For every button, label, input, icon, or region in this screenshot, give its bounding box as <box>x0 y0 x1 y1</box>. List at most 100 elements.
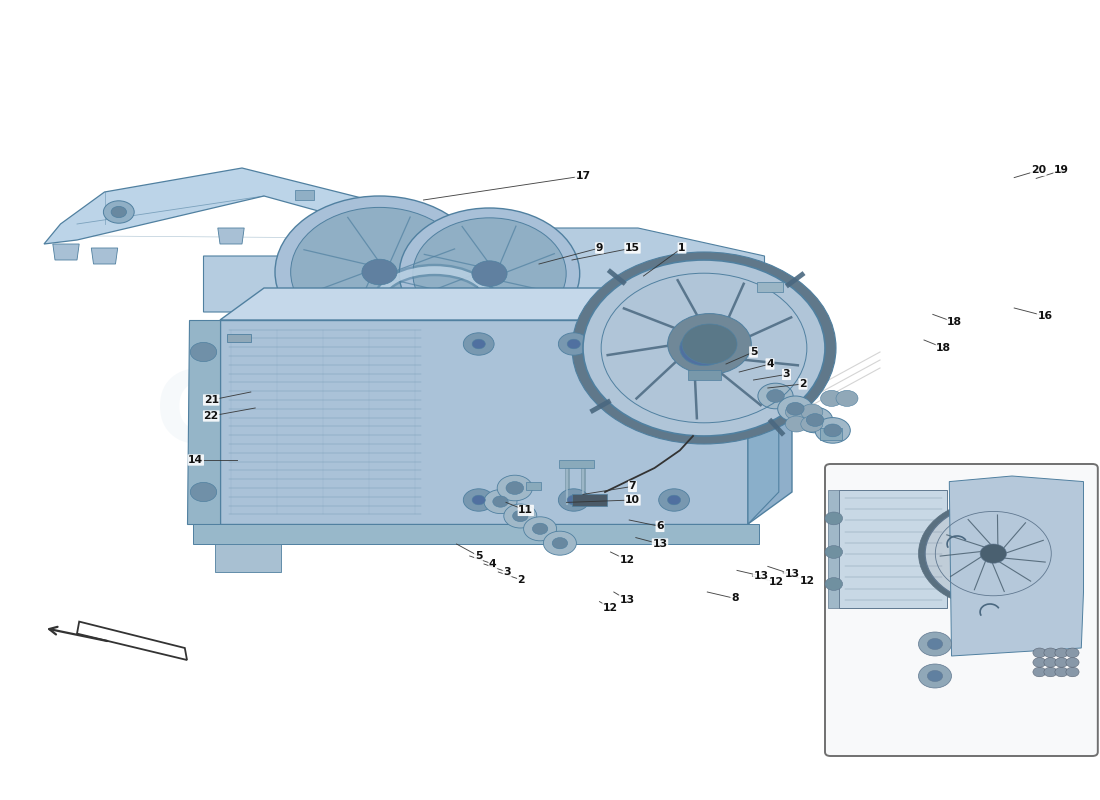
Circle shape <box>412 218 566 330</box>
Text: 12: 12 <box>800 576 815 586</box>
Polygon shape <box>839 490 947 608</box>
Text: 2: 2 <box>518 575 525 585</box>
Polygon shape <box>688 370 720 380</box>
Circle shape <box>1066 667 1079 677</box>
Circle shape <box>815 418 850 443</box>
Circle shape <box>836 390 858 406</box>
Polygon shape <box>187 320 220 524</box>
Text: 5: 5 <box>475 551 482 561</box>
Circle shape <box>111 206 126 218</box>
Circle shape <box>668 495 681 505</box>
Circle shape <box>785 416 807 432</box>
Circle shape <box>504 504 537 528</box>
Circle shape <box>463 489 494 511</box>
Circle shape <box>484 490 517 514</box>
Text: 17: 17 <box>575 171 591 181</box>
Polygon shape <box>748 288 779 524</box>
Polygon shape <box>748 288 792 524</box>
Text: 18: 18 <box>936 343 952 353</box>
Circle shape <box>659 489 690 511</box>
Polygon shape <box>572 494 607 506</box>
Text: 18: 18 <box>947 318 962 327</box>
Circle shape <box>543 531 576 555</box>
Circle shape <box>559 489 590 511</box>
Text: 8: 8 <box>732 594 738 603</box>
Text: 1: 1 <box>679 243 685 253</box>
Circle shape <box>275 196 484 348</box>
Text: 20: 20 <box>1031 166 1046 175</box>
Circle shape <box>1066 658 1079 667</box>
Polygon shape <box>192 524 759 544</box>
Text: 2: 2 <box>800 379 806 389</box>
Text: 10: 10 <box>625 495 640 505</box>
Circle shape <box>798 407 833 433</box>
Polygon shape <box>757 282 783 292</box>
Circle shape <box>513 510 528 522</box>
Circle shape <box>472 495 485 505</box>
Circle shape <box>785 404 807 420</box>
Circle shape <box>758 383 793 409</box>
Circle shape <box>806 414 824 426</box>
Text: GUR: GUR <box>155 367 395 465</box>
Circle shape <box>472 339 485 349</box>
Circle shape <box>925 504 1062 603</box>
Circle shape <box>1033 667 1046 677</box>
Text: 13: 13 <box>754 571 769 581</box>
Circle shape <box>399 208 580 339</box>
Circle shape <box>686 335 723 362</box>
Circle shape <box>821 390 843 406</box>
Text: 12: 12 <box>769 578 784 587</box>
Polygon shape <box>559 460 594 468</box>
Text: a passion since 1985: a passion since 1985 <box>294 436 542 460</box>
Circle shape <box>801 404 823 420</box>
Text: 14: 14 <box>188 455 204 465</box>
Circle shape <box>918 499 1068 608</box>
Circle shape <box>463 333 494 355</box>
Circle shape <box>668 314 751 374</box>
Text: 5: 5 <box>750 347 757 357</box>
Circle shape <box>552 538 568 549</box>
Circle shape <box>583 260 825 436</box>
Text: 22: 22 <box>204 411 219 421</box>
Text: 6: 6 <box>657 522 663 531</box>
Polygon shape <box>828 490 839 608</box>
Circle shape <box>1033 648 1046 658</box>
Circle shape <box>362 259 397 285</box>
Polygon shape <box>91 248 118 264</box>
Polygon shape <box>220 288 792 320</box>
Circle shape <box>668 339 681 349</box>
Circle shape <box>103 201 134 223</box>
Text: 19: 19 <box>1054 166 1069 175</box>
Text: 13: 13 <box>652 539 668 549</box>
Polygon shape <box>44 168 429 244</box>
Circle shape <box>1044 667 1057 677</box>
Text: 15: 15 <box>625 243 640 253</box>
Circle shape <box>572 252 836 444</box>
Circle shape <box>824 424 842 437</box>
Circle shape <box>778 396 813 422</box>
Circle shape <box>801 416 823 432</box>
Circle shape <box>568 495 581 505</box>
Polygon shape <box>526 482 541 490</box>
Polygon shape <box>820 428 842 440</box>
Circle shape <box>506 482 524 494</box>
Circle shape <box>1033 658 1046 667</box>
Circle shape <box>1066 648 1079 658</box>
Circle shape <box>497 475 532 501</box>
Text: 12: 12 <box>603 603 618 613</box>
Polygon shape <box>214 544 280 572</box>
Polygon shape <box>218 228 244 244</box>
Polygon shape <box>53 244 79 260</box>
Text: 12: 12 <box>619 555 635 565</box>
Circle shape <box>190 482 217 502</box>
Circle shape <box>825 546 843 558</box>
Circle shape <box>918 632 952 656</box>
Text: 9: 9 <box>596 243 603 253</box>
Circle shape <box>559 333 590 355</box>
Polygon shape <box>204 228 764 312</box>
Text: 4: 4 <box>490 559 496 569</box>
Circle shape <box>1055 667 1068 677</box>
Circle shape <box>682 324 737 364</box>
Circle shape <box>980 544 1006 563</box>
Circle shape <box>927 638 943 650</box>
